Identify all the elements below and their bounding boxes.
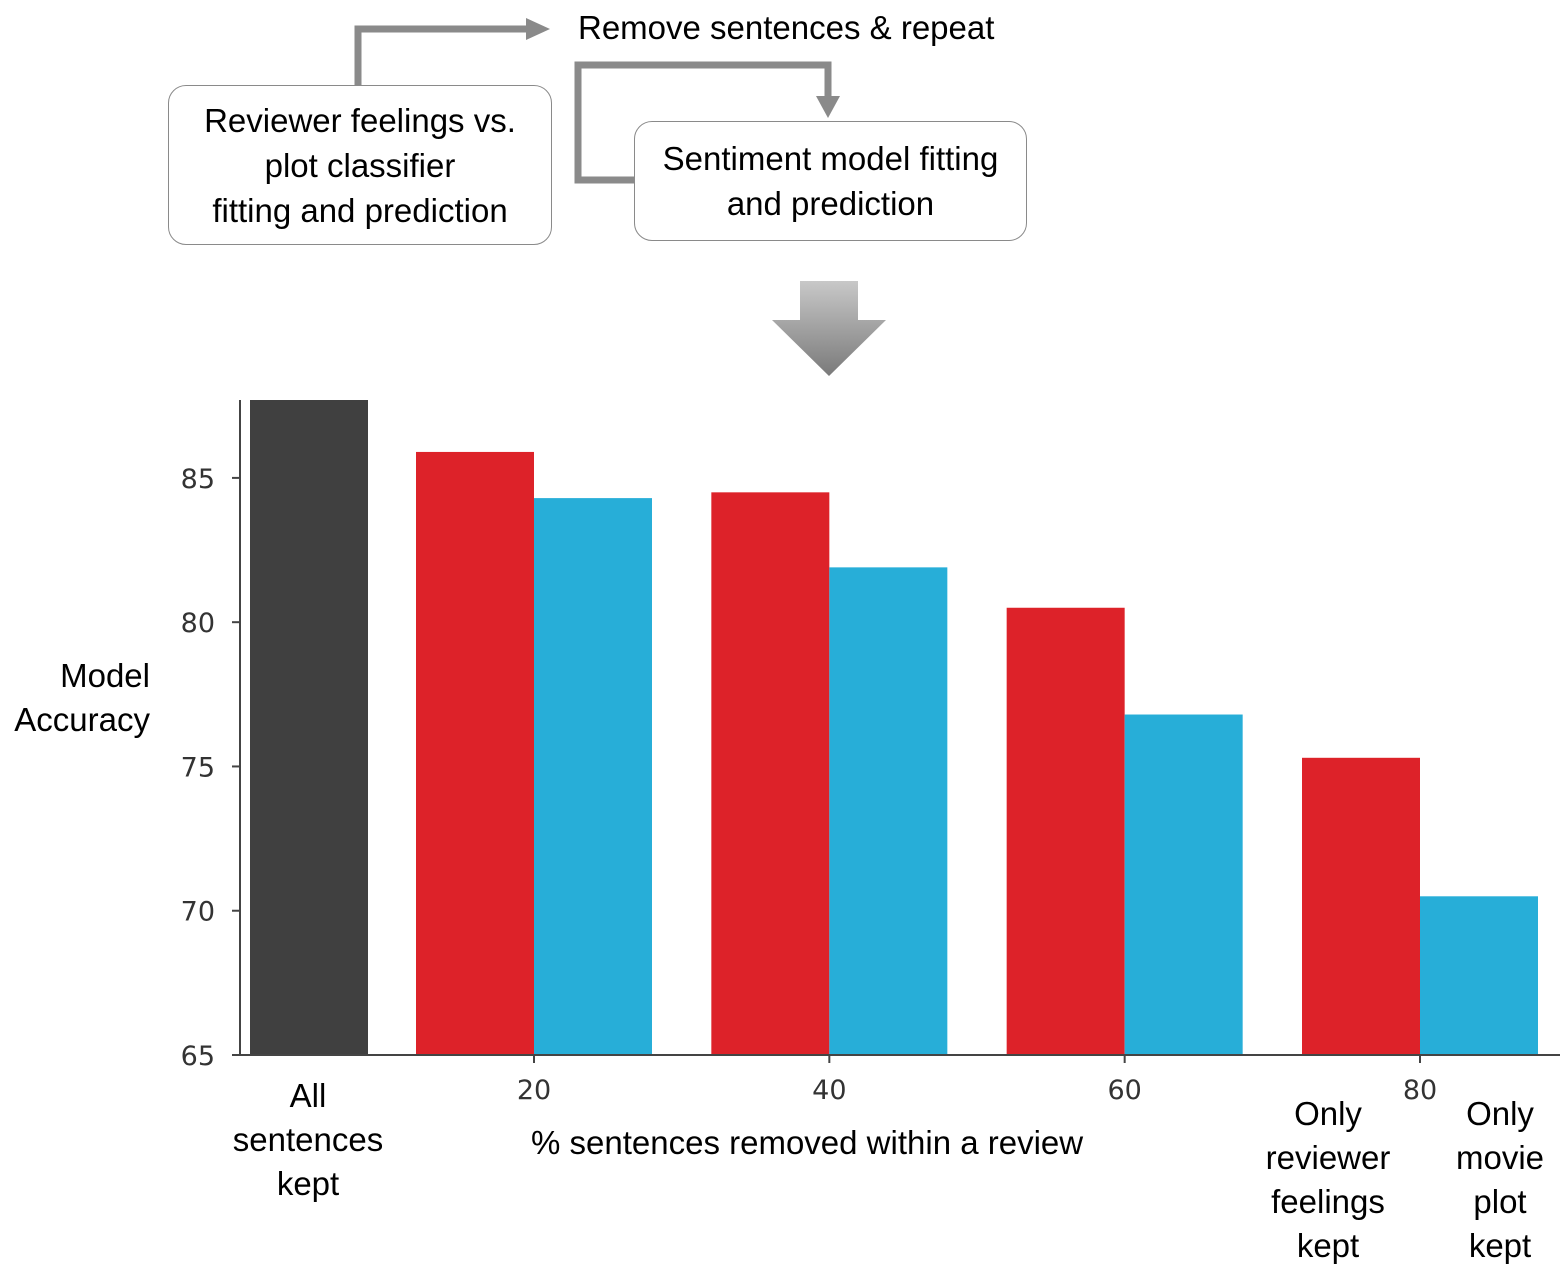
- sentiment-box-line: Sentiment model fitting: [662, 140, 999, 177]
- x-axis-label: % sentences removed within a review: [531, 1124, 1084, 1161]
- y-tick-label: 80: [181, 608, 215, 639]
- category-label-line: kept: [1468, 1227, 1532, 1264]
- baseline-bar: [250, 400, 368, 1055]
- category-label-line: sentences: [232, 1121, 384, 1158]
- loop-connector-arrow: [574, 61, 832, 184]
- category-label-line: feelings: [1271, 1183, 1385, 1220]
- classifier-step-box: Reviewer feelings vs. plot classifier fi…: [168, 85, 552, 245]
- y-tick-label: 75: [181, 752, 215, 783]
- category-label-line: reviewer: [1265, 1139, 1391, 1176]
- category-label-line: movie: [1455, 1139, 1545, 1176]
- reviewer-category-label: Only reviewer feelings kept: [1248, 1092, 1408, 1268]
- plot-bar: [534, 498, 652, 1055]
- category-label-line: plot: [1473, 1183, 1527, 1220]
- x-tick-label: 20: [517, 1075, 551, 1106]
- sentiment-box-line: and prediction: [726, 185, 935, 222]
- reviewer-bar: [1302, 757, 1420, 1055]
- plot-bar: [829, 567, 948, 1055]
- y-tick-label: 65: [181, 1041, 215, 1072]
- plot-bar: [1124, 714, 1243, 1055]
- x-tick-label: 80: [1403, 1075, 1437, 1106]
- baseline-category-label: All sentences kept: [218, 1074, 398, 1206]
- flow-connector-arrow: [354, 25, 528, 85]
- plot-category-label: Only movie plot kept: [1440, 1092, 1560, 1268]
- y-tick-label: 70: [181, 897, 215, 928]
- y-axis-label: Model Accuracy: [14, 654, 150, 742]
- y-axis-label-line: Accuracy: [14, 701, 150, 738]
- repeat-label: Remove sentences & repeat: [578, 9, 995, 46]
- bar-chart: 65 70 75 80 85 20 40 60 80: [181, 400, 1560, 1106]
- classifier-box-line: plot classifier: [264, 146, 456, 184]
- x-tick-label: 60: [1107, 1075, 1141, 1106]
- reviewer-bar: [1006, 607, 1125, 1055]
- plot-bar: [1420, 896, 1538, 1055]
- reviewer-bar: [711, 492, 830, 1055]
- x-tick-label: 40: [812, 1075, 846, 1106]
- classifier-box-line: Reviewer feelings vs.: [204, 101, 516, 139]
- category-label-line: All: [289, 1077, 327, 1114]
- category-label-line: Only: [1294, 1095, 1362, 1132]
- reviewer-bar: [416, 451, 534, 1055]
- flow-arrowhead-icon: [526, 18, 550, 40]
- classifier-box-line: fitting and prediction: [212, 191, 508, 229]
- loop-arrowhead-icon: [816, 96, 840, 118]
- category-label-line: kept: [276, 1165, 340, 1202]
- sentiment-step-box: Sentiment model fitting and prediction: [634, 121, 1027, 241]
- down-arrow-icon: [772, 281, 886, 376]
- y-axis-label-line: Model: [60, 657, 150, 694]
- y-tick-label: 85: [181, 464, 215, 495]
- category-label-line: Only: [1466, 1095, 1534, 1132]
- category-label-line: kept: [1296, 1227, 1360, 1264]
